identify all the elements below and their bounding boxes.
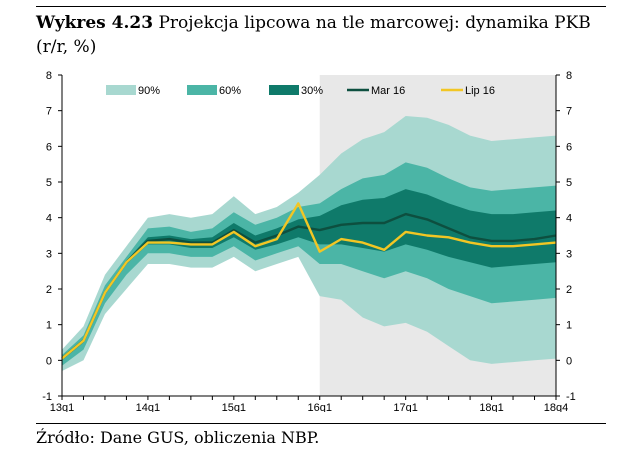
gdp-fan-chart: -1 -1 0 0 1 1 2 2 3 3 4 4 5 5 6 6 7 7 8 8 13q1 14q1 15q1 16q1 17… <box>42 70 576 412</box>
y-tick-label-right: 0 <box>566 355 572 367</box>
y-tick-label-left: 6 <box>46 141 52 153</box>
x-tick-label: 14q1 <box>136 402 160 412</box>
legend-swatch-60pct <box>187 85 217 95</box>
legend-swatch-30pct <box>269 85 299 95</box>
legend-label-mar-16: Mar 16 <box>371 85 405 97</box>
x-tick-label: 15q1 <box>222 402 246 412</box>
y-tick-label-right: 6 <box>566 141 572 153</box>
figure-number: Wykres 4.23 <box>36 13 154 33</box>
legend-label-30pct: 30% <box>301 85 323 97</box>
x-tick-label: 13q1 <box>50 402 74 412</box>
x-tick-label: 17q1 <box>393 402 417 412</box>
y-tick-label-right: 2 <box>566 284 572 296</box>
x-tick-label: 18q4 <box>544 402 568 412</box>
y-tick-label-left: 0 <box>46 355 52 367</box>
band-30pct <box>62 189 556 361</box>
y-tick-label-left: 1 <box>46 320 52 332</box>
series-line-lip-16 <box>61 202 557 360</box>
y-tick-label-left: 7 <box>46 106 52 118</box>
bottom-rule <box>36 423 606 424</box>
chart-title: Wykres 4.23 Projekcja lipcowa na tle mar… <box>36 11 596 59</box>
source-note: Źródło: Dane GUS, obliczenia NBP. <box>36 428 320 447</box>
legend-swatch-90pct <box>106 85 136 95</box>
legend-label-lip-16: Lip 16 <box>465 85 495 97</box>
figure-title-text: Projekcja lipcowa na tle marcowej: dynam… <box>36 13 591 57</box>
y-tick-label-left: 8 <box>46 70 52 82</box>
y-tick-label-right: 1 <box>566 320 572 332</box>
y-tick-label-right: 5 <box>566 177 572 189</box>
y-tick-label-left: 4 <box>46 213 52 225</box>
y-tick-label-right: 4 <box>566 213 572 225</box>
y-tick-label-right: -1 <box>566 391 576 403</box>
x-tick-label: 18q1 <box>479 402 503 412</box>
y-tick-label-right: 8 <box>566 70 572 82</box>
x-tick-label: 16q1 <box>307 402 331 412</box>
y-tick-label-left: 2 <box>46 284 52 296</box>
y-tick-label-left: 5 <box>46 177 52 189</box>
legend-label-60pct: 60% <box>219 85 241 97</box>
y-tick-label-left: 3 <box>46 248 52 260</box>
y-tick-label-right: 3 <box>566 248 572 260</box>
y-tick-label-right: 7 <box>566 106 572 118</box>
y-tick-label-left: -1 <box>42 391 52 403</box>
legend-label-90pct: 90% <box>138 85 160 97</box>
top-rule <box>36 6 606 7</box>
